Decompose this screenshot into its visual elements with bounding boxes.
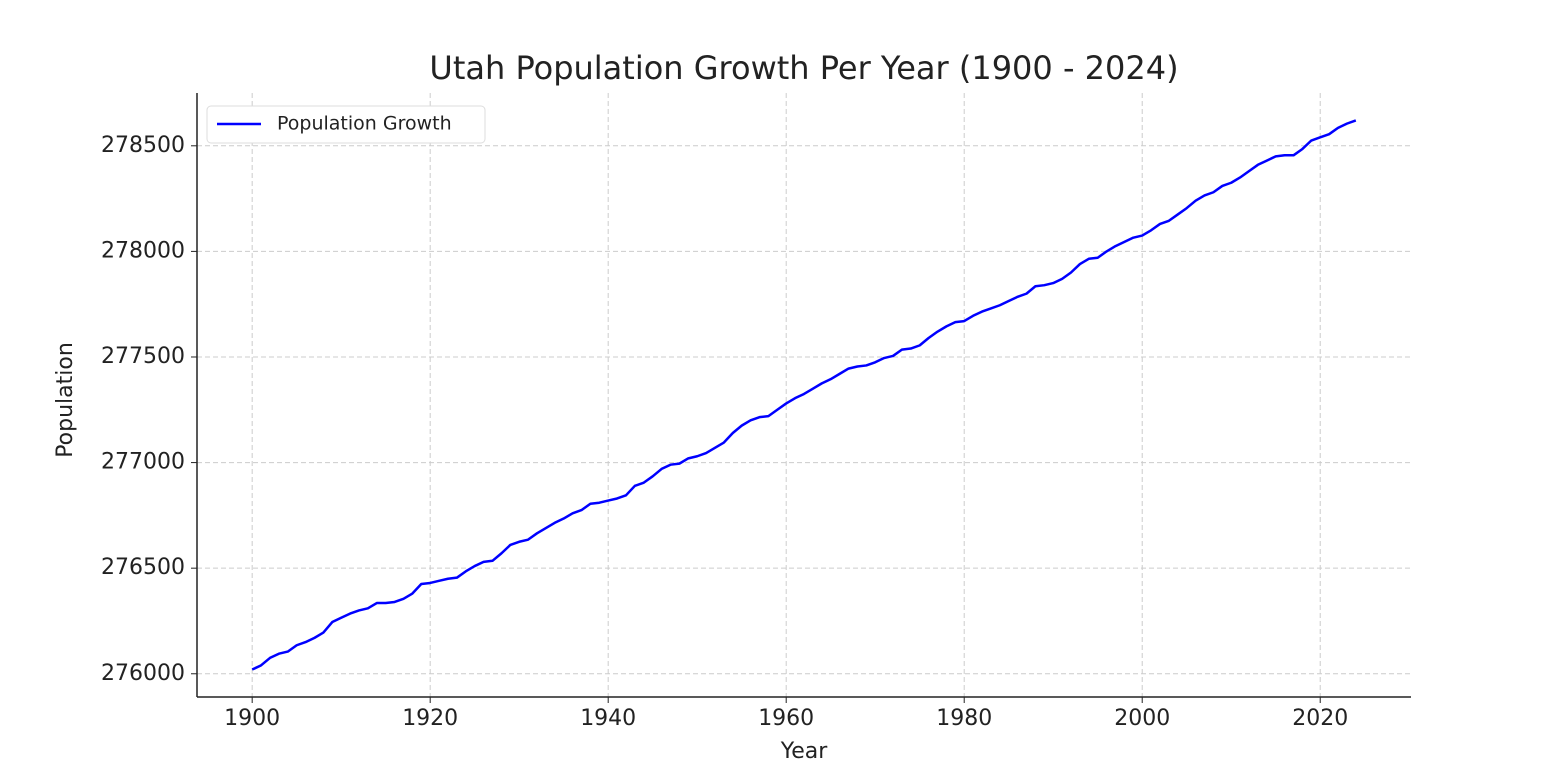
data-line <box>251 119 1357 671</box>
x-tick-label: 1900 <box>224 706 280 731</box>
x-tick-label: 1960 <box>758 706 814 731</box>
legend-label: Population Growth <box>277 113 452 135</box>
chart-title: Utah Population Growth Per Year (1900 - … <box>429 49 1178 87</box>
x-tick-label: 1940 <box>580 706 636 731</box>
y-tick-label: 276500 <box>101 555 185 580</box>
y-tick-label: 276000 <box>101 661 185 686</box>
y-tick-label: 278000 <box>101 238 185 263</box>
y-tick-label: 277500 <box>101 344 185 369</box>
y-tick-label: 278500 <box>101 133 185 158</box>
x-axis-label: Year <box>780 739 829 764</box>
y-tick-label: 277000 <box>101 450 185 475</box>
x-tick-label: 2020 <box>1292 706 1348 731</box>
legend-box <box>206 105 486 144</box>
x-tick-label: 2000 <box>1114 706 1170 731</box>
x-tick-label: 1980 <box>936 706 992 731</box>
x-tick-label: 1920 <box>402 706 458 731</box>
y-axis-label: Population <box>53 342 78 458</box>
